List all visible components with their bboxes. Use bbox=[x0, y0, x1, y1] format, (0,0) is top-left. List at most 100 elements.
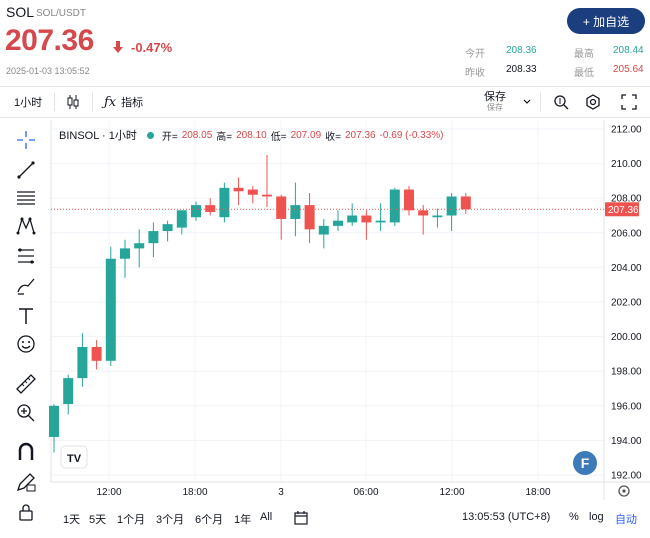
axis-settings-icon[interactable] bbox=[618, 485, 630, 497]
indicators-button[interactable]: ƒx 指标 bbox=[104, 87, 143, 117]
text-icon[interactable] bbox=[14, 304, 38, 328]
candle-body bbox=[347, 215, 358, 223]
ruler-icon[interactable] bbox=[14, 372, 38, 396]
time-axis: 12:00 18:00 3 06:00 12:00 18:00 bbox=[96, 487, 550, 498]
tradingview-logo: TV bbox=[60, 445, 88, 469]
prev-close-value: 208.33 bbox=[506, 64, 537, 75]
zoom-in-icon[interactable] bbox=[14, 401, 38, 425]
calendar-icon[interactable] bbox=[293, 510, 309, 526]
candle-body bbox=[91, 346, 102, 361]
legend-close-label: 收= bbox=[325, 131, 341, 143]
candle-body bbox=[446, 196, 457, 216]
time-tick-label: 12:00 bbox=[96, 487, 121, 498]
range-1d[interactable]: 1天 bbox=[63, 514, 81, 526]
range-3m[interactable]: 3个月 bbox=[156, 514, 185, 526]
price-tick-label: 196.00 bbox=[611, 401, 642, 412]
crosshair-icon[interactable] bbox=[14, 128, 38, 152]
lock-icon[interactable] bbox=[14, 500, 38, 524]
candle-body bbox=[247, 189, 258, 195]
percent-toggle[interactable]: % bbox=[569, 511, 579, 523]
settings-button[interactable] bbox=[584, 87, 602, 117]
candle-body bbox=[304, 205, 315, 230]
add-to-watchlist-button[interactable]: + 加自选 bbox=[567, 8, 645, 34]
trend-line-icon[interactable] bbox=[14, 158, 38, 182]
candle-body bbox=[120, 248, 130, 259]
legend-close: 207.36 bbox=[345, 129, 376, 141]
timestamp: 2025-01-03 13:05:52 bbox=[6, 66, 90, 76]
price-tick-label: 198.00 bbox=[611, 367, 642, 378]
range-1y[interactable]: 1年 bbox=[234, 514, 252, 526]
candle-body bbox=[191, 205, 201, 218]
save-button[interactable]: 保存 保存 bbox=[484, 87, 506, 117]
symbol-pair: SOL/USDT bbox=[36, 8, 87, 19]
auto-scale-toggle[interactable]: 自动 bbox=[615, 514, 637, 526]
brush-icon[interactable] bbox=[14, 274, 38, 298]
low-label: 最低 bbox=[574, 68, 594, 79]
candle-body bbox=[77, 346, 88, 379]
time-tick-label: 18:00 bbox=[182, 487, 207, 498]
price-tick-label: 204.00 bbox=[611, 263, 642, 274]
prev-close-label: 昨收 bbox=[465, 68, 485, 79]
save-menu-chevron[interactable] bbox=[522, 87, 532, 117]
range-1m[interactable]: 1个月 bbox=[117, 514, 146, 526]
fib-icon[interactable] bbox=[14, 244, 38, 268]
range-6m[interactable]: 6个月 bbox=[195, 514, 224, 526]
last-price-tag bbox=[605, 202, 639, 217]
log-toggle[interactable]: log bbox=[589, 511, 604, 523]
save-label: 保存 bbox=[484, 91, 506, 103]
gear-icon bbox=[586, 94, 600, 110]
price-tick-label: 194.00 bbox=[611, 436, 642, 447]
candle-body bbox=[290, 205, 301, 219]
chart-grid bbox=[51, 120, 604, 482]
candle-body bbox=[63, 378, 74, 405]
lock-pencil-icon[interactable] bbox=[14, 470, 38, 494]
candle-body bbox=[418, 210, 429, 216]
quick-search-button[interactable] bbox=[552, 87, 570, 117]
time-tick-label: 06:00 bbox=[353, 487, 378, 498]
open-label: 今开 bbox=[465, 49, 485, 60]
bottom-toolbar: 1天 5天 1个月 3个月 6个月 1年 All 13:05:53 (UTC+8… bbox=[0, 505, 650, 533]
candle-body bbox=[105, 258, 116, 361]
candle-body bbox=[176, 210, 187, 228]
function-icon: ƒx bbox=[104, 94, 117, 110]
candle-body bbox=[361, 215, 372, 223]
price-tick-label: 200.00 bbox=[611, 332, 642, 343]
candle-body bbox=[404, 189, 414, 211]
low-value: 205.64 bbox=[613, 64, 644, 75]
toolbar-divider bbox=[92, 93, 93, 111]
high-value: 208.44 bbox=[613, 45, 644, 56]
save-sublabel: 保存 bbox=[487, 103, 503, 112]
down-arrow-icon bbox=[113, 41, 123, 53]
market-status-dot bbox=[146, 131, 154, 139]
price-change: -0.47% bbox=[131, 40, 173, 55]
floating-badge-button[interactable]: F bbox=[573, 451, 597, 475]
time-tick-label: 3 bbox=[278, 487, 284, 498]
time-tick-label: 12:00 bbox=[439, 487, 464, 498]
svg-text:F: F bbox=[581, 455, 590, 471]
candle-body bbox=[233, 187, 244, 192]
price-tick-label: 210.00 bbox=[611, 159, 642, 170]
candles-icon bbox=[67, 95, 79, 109]
toolbar-divider bbox=[540, 93, 541, 111]
candle-body bbox=[389, 189, 400, 223]
magnet-icon[interactable] bbox=[14, 440, 38, 464]
candle-body bbox=[148, 231, 159, 244]
interval-button[interactable]: 1小时 bbox=[14, 97, 43, 109]
fullscreen-button[interactable] bbox=[621, 87, 637, 117]
indicators-label: 指标 bbox=[121, 97, 144, 109]
horizontal-lines-icon[interactable] bbox=[14, 186, 38, 210]
fullscreen-icon bbox=[621, 94, 637, 110]
high-label: 最高 bbox=[574, 49, 594, 60]
zoom-search-icon bbox=[554, 95, 569, 110]
pattern-icon[interactable] bbox=[14, 214, 38, 238]
candle-body bbox=[162, 224, 173, 232]
chart-legend: BINSOL · 1小时 开= 208.05 高= 208.10 低= 207.09 … bbox=[59, 127, 444, 143]
candle-body bbox=[432, 215, 443, 218]
open-value: 208.36 bbox=[506, 45, 537, 56]
range-5d[interactable]: 5天 bbox=[89, 514, 107, 526]
legend-low-label: 低= bbox=[270, 131, 287, 143]
range-all[interactable]: All bbox=[260, 511, 273, 523]
emoji-icon[interactable] bbox=[14, 332, 38, 356]
candle-type-button[interactable] bbox=[64, 87, 82, 117]
